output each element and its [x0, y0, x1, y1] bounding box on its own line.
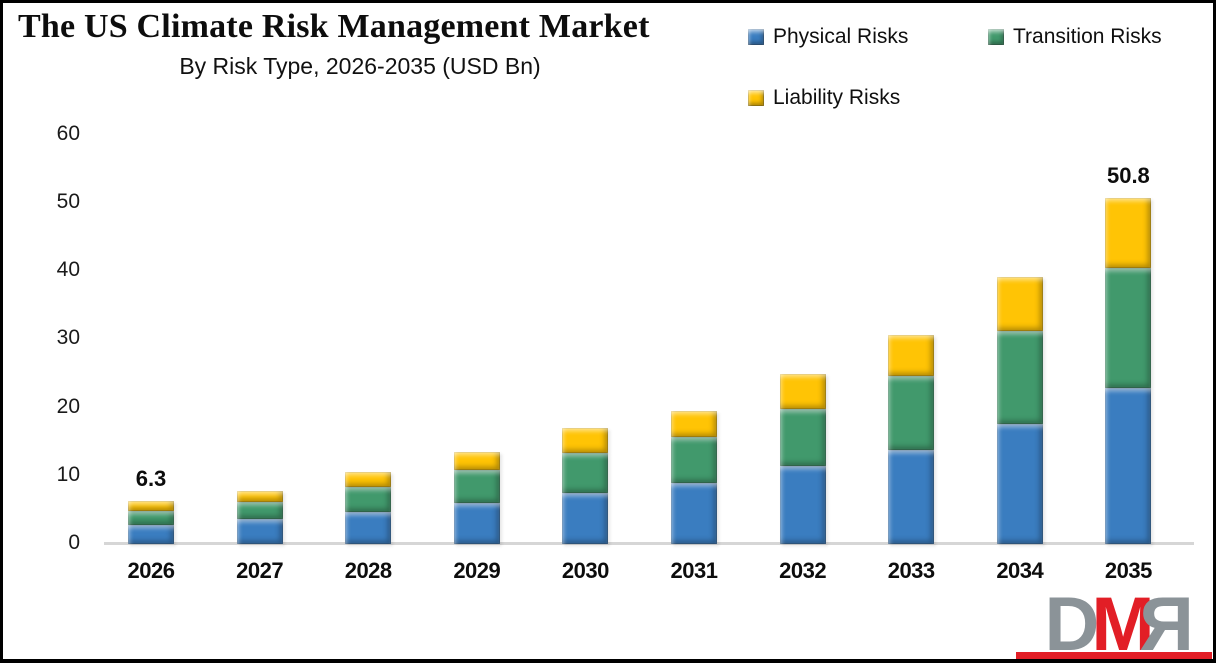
bar-segment-physical-risks-2029	[453, 503, 500, 544]
bar-segment-liability-risks-2035	[1105, 197, 1152, 268]
x-axis-label-2034: 2034	[996, 558, 1044, 583]
dmr-logo-letter-d: D	[1044, 582, 1099, 663]
bar-segment-liability-risks-2032	[779, 373, 826, 409]
bar-segment-physical-risks-2034	[996, 423, 1043, 544]
bar-segment-transition-risks-2028	[345, 487, 392, 512]
y-axis-tick-label: 30	[56, 326, 80, 350]
y-axis-tick-label: 20	[56, 394, 80, 418]
x-axis-baseline	[104, 542, 1194, 545]
legend-label: Physical Risks	[773, 25, 909, 48]
bar-segment-transition-risks-2033	[888, 376, 935, 450]
chart-title: The US Climate Risk Management Market	[18, 8, 650, 45]
bar-segment-liability-risks-2033	[888, 334, 935, 377]
bar-segment-liability-risks-2030	[562, 428, 609, 453]
bar-segment-transition-risks-2030	[562, 452, 609, 493]
x-axis-label-2027: 2027	[236, 558, 284, 583]
dmr-logo: D M R	[1014, 582, 1216, 663]
bar-segment-physical-risks-2030	[562, 492, 609, 544]
bar-segment-liability-risks-2029	[453, 451, 500, 471]
y-axis-tick-label: 10	[56, 462, 80, 486]
bar-segment-physical-risks-2032	[779, 466, 826, 544]
bar-segment-liability-risks-2031	[671, 411, 717, 437]
bar-segment-physical-risks-2026	[128, 524, 174, 544]
dmr-logo-letter-m: M	[1091, 582, 1154, 663]
bar-segment-transition-risks-2035	[1105, 267, 1152, 388]
legend: Physical Risks Transition Risks Liabilit…	[748, 22, 1198, 144]
x-axis-label-2028: 2028	[344, 558, 392, 583]
bar-segment-transition-risks-2032	[779, 408, 826, 467]
bar-segment-liability-risks-2027	[236, 490, 283, 502]
y-axis-tick-label: 50	[56, 190, 80, 213]
x-axis-label-2033: 2033	[887, 558, 935, 583]
bar-segment-physical-risks-2033	[888, 449, 935, 544]
x-axis-label-2030: 2030	[561, 558, 609, 583]
bar-segment-liability-risks-2028	[345, 471, 392, 488]
bar-segment-transition-risks-2027	[236, 501, 283, 520]
transition-risks-swatch-icon	[988, 29, 1004, 45]
bar-segment-liability-risks-2034	[996, 277, 1043, 331]
bar-segment-transition-risks-2026	[128, 510, 174, 525]
x-axis-label-2029: 2029	[453, 558, 501, 583]
legend-row: Physical Risks Transition Risks	[748, 22, 1198, 52]
x-axis-label-2026: 2026	[127, 558, 175, 583]
legend-row: Liability Risks	[748, 83, 1198, 113]
bar-segment-transition-risks-2029	[453, 470, 500, 504]
y-axis-tick-label: 60	[56, 121, 80, 145]
legend-label: Liability Risks	[773, 86, 901, 109]
y-axis-tick-label: 40	[56, 258, 80, 282]
bar-segment-physical-risks-2035	[1105, 387, 1152, 544]
legend-item-liability-risks: Liability Risks	[748, 83, 988, 113]
bar-total-label-2035: 50.8	[1106, 162, 1150, 188]
bar-segment-physical-risks-2027	[236, 519, 283, 544]
y-axis-tick-label: 0	[68, 531, 80, 554]
bar-segment-physical-risks-2031	[671, 482, 717, 544]
liability-risks-swatch-icon	[748, 90, 764, 106]
bar-segment-transition-risks-2034	[996, 330, 1043, 424]
legend-item-transition-risks: Transition Risks	[988, 22, 1162, 52]
bar-segment-liability-risks-2026	[128, 501, 174, 511]
bar-total-label-2026: 6.3	[135, 466, 167, 492]
legend-label: Transition Risks	[1013, 25, 1162, 48]
dmr-logo-letter-r: R	[1146, 582, 1194, 663]
legend-item-physical-risks: Physical Risks	[748, 22, 988, 52]
chart-subtitle: By Risk Type, 2026-2035 (USD Bn)	[179, 53, 541, 79]
x-axis-label-2035: 2035	[1104, 558, 1152, 583]
bar-segment-physical-risks-2028	[345, 511, 392, 544]
dmr-logo-underline	[1016, 652, 1212, 659]
x-axis-label-2032: 2032	[779, 558, 827, 583]
physical-risks-swatch-icon	[748, 29, 764, 45]
x-axis-label-2031: 2031	[670, 558, 718, 583]
bar-segment-transition-risks-2031	[671, 436, 717, 483]
